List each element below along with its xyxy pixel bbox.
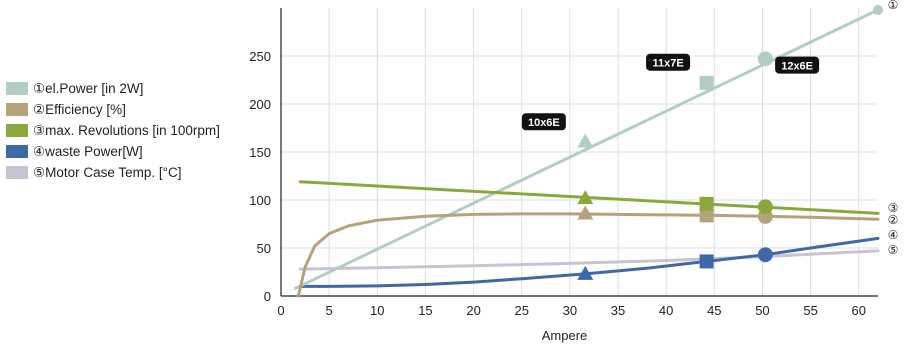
prop-marker-11x7e-waste <box>699 254 714 269</box>
x-tick-label: 20 <box>466 303 480 318</box>
prop-label-bg <box>521 113 566 131</box>
legend-swatch-efficiency <box>6 103 28 116</box>
prop-marker-11x7e-power <box>699 75 714 90</box>
x-tick-label: 60 <box>852 303 866 318</box>
x-tick-label: 0 <box>277 303 284 318</box>
legend-label-waste: ④waste Power[W] <box>33 143 143 159</box>
prop-marker-10x6e-efficiency <box>577 205 594 220</box>
prop-marker-10x6e-revolutions <box>577 190 594 205</box>
prop-label-bg <box>646 53 691 71</box>
prop-marker-10x6e-waste <box>577 265 594 280</box>
legend-label-temp: ⑤Motor Case Temp. [°C] <box>33 164 182 180</box>
legend: ①el.Power [in 2W] ②Efficiency [%] ③max. … <box>6 78 220 183</box>
end-mark-waste: ④ <box>888 228 899 242</box>
y-tick-label: 150 <box>249 145 271 160</box>
legend-item-revolutions: ③max. Revolutions [in 100rpm] <box>6 120 220 141</box>
end-mark-revolutions: ③ <box>888 201 899 215</box>
x-tick-label: 5 <box>326 303 333 318</box>
prop-label-10x6e: 10x6E <box>521 113 566 131</box>
x-tick-label: 10 <box>370 303 384 318</box>
series-line-temp <box>298 249 880 271</box>
x-tick-label: 15 <box>418 303 432 318</box>
series-end-point-power <box>873 4 883 15</box>
x-axis-title: Ampere <box>542 328 588 343</box>
y-tick-label: 50 <box>257 241 271 256</box>
end-mark-power: ① <box>888 0 899 12</box>
legend-swatch-power <box>6 82 28 95</box>
legend-swatch-revolutions <box>6 124 28 137</box>
legend-swatch-temp <box>6 166 28 179</box>
end-mark-efficiency: ② <box>888 213 899 227</box>
x-tick-label: 40 <box>659 303 673 318</box>
series-line-waste <box>298 236 880 288</box>
x-tick-label: 45 <box>707 303 721 318</box>
legend-item-temp: ⑤Motor Case Temp. [°C] <box>6 162 220 183</box>
x-tick-label: 25 <box>514 303 528 318</box>
prop-marker-12x6e-power <box>757 51 773 67</box>
prop-label-12x6e: 12x6E <box>775 56 820 74</box>
prop-marker-10x6e-power <box>577 133 594 148</box>
prop-marker-11x7e-revolutions <box>699 196 714 211</box>
legend-swatch-waste <box>6 145 28 158</box>
legend-label-efficiency: ②Efficiency [%] <box>33 101 126 117</box>
y-tick-label: 250 <box>249 49 271 64</box>
prop-marker-12x6e-waste <box>757 247 773 263</box>
prop-label-11x7e: 11x7E <box>646 53 691 71</box>
end-mark-temp: ⑤ <box>888 243 899 257</box>
prop-marker-11x7e-efficiency <box>699 208 714 223</box>
x-tick-label: 35 <box>611 303 625 318</box>
series-line-efficiency <box>296 212 880 298</box>
prop-label-bg <box>775 56 820 74</box>
legend-item-waste: ④waste Power[W] <box>6 141 220 162</box>
legend-item-efficiency: ②Efficiency [%] <box>6 99 220 120</box>
prop-marker-12x6e-revolutions <box>757 199 773 215</box>
prop-label-text: 11x7E <box>652 58 683 70</box>
x-tick-label: 55 <box>803 303 817 318</box>
x-tick-label: 50 <box>755 303 769 318</box>
y-tick-label: 200 <box>249 97 271 112</box>
x-tick-label: 30 <box>563 303 577 318</box>
legend-label-power: ①el.Power [in 2W] <box>33 80 144 96</box>
legend-item-power: ①el.Power [in 2W] <box>6 78 220 99</box>
y-tick-label: 0 <box>264 289 271 304</box>
prop-label-text: 12x6E <box>781 61 813 73</box>
series-line-power <box>293 8 880 290</box>
prop-label-text: 10x6E <box>528 117 560 129</box>
legend-label-revolutions: ③max. Revolutions [in 100rpm] <box>33 122 220 138</box>
y-tick-label: 100 <box>249 193 271 208</box>
